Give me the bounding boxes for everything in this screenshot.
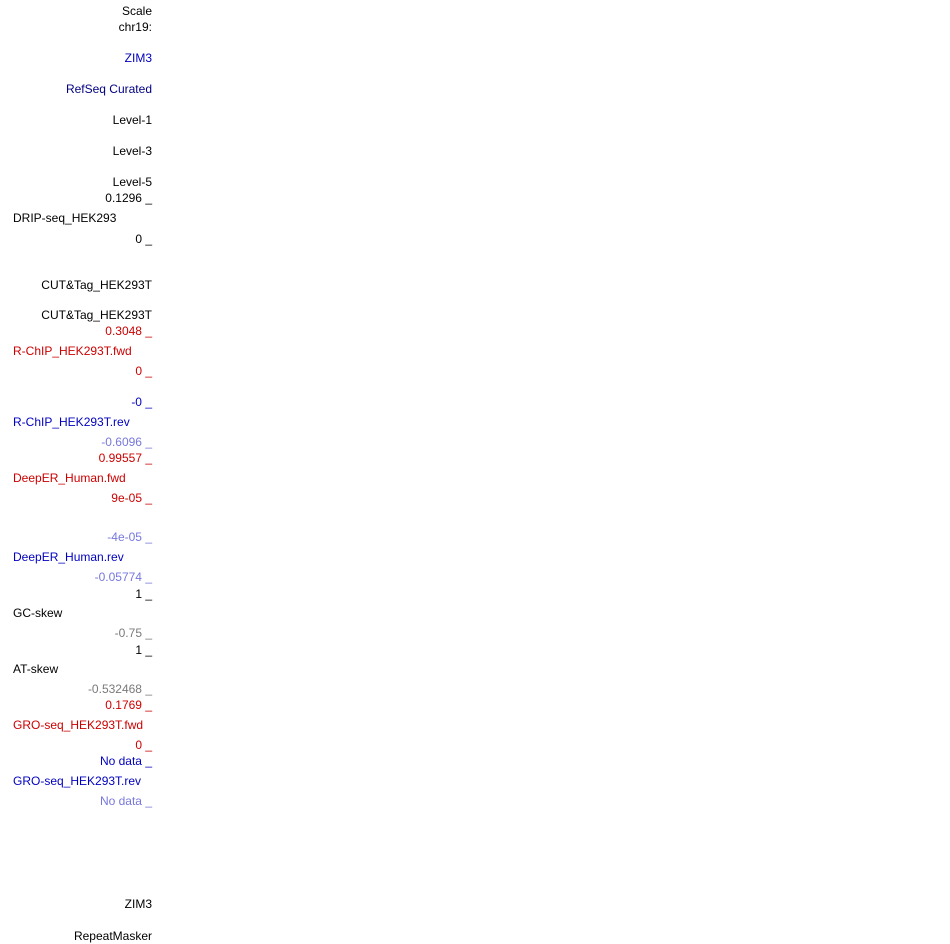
rchip-rev-axis-min: -0.6096 _	[101, 435, 152, 449]
track-label-at-skew[interactable]: AT-skew	[13, 662, 59, 676]
track-label-level-1[interactable]: Level-1	[112, 113, 152, 127]
rchip-fwd-axis-max: 0.3048 _	[105, 324, 152, 338]
track-label-level-3[interactable]: Level-3	[112, 144, 152, 158]
track-label-cuttag-2[interactable]: CUT&Tag_HEK293T	[41, 308, 152, 322]
track-label-drip-seq[interactable]: DRIP-seq_HEK293	[13, 211, 117, 225]
gro-fwd-axis-max: 0.1769 _	[105, 698, 152, 712]
track-label-rchip-rev[interactable]: R-ChIP_HEK293T.rev	[13, 415, 130, 429]
drip-axis-max: 0.1296 _	[105, 191, 152, 205]
track-label-rchip-fwd[interactable]: R-ChIP_HEK293T.fwd	[13, 344, 132, 358]
scale-label: Scale	[121, 4, 152, 18]
gro-rev-axis-min: No data _	[99, 794, 152, 808]
gene-label-zim3[interactable]: ZIM3	[124, 51, 152, 65]
at-skew-axis-min: -0.532468 _	[87, 682, 152, 696]
track-label-deeper-rev[interactable]: DeepER_Human.rev	[13, 550, 124, 564]
gene-label-zim3-bottom[interactable]: ZIM3	[124, 897, 152, 911]
chromosome-label[interactable]: chr19:	[118, 20, 152, 34]
track-label-refseq-curated[interactable]: RefSeq Curated	[65, 82, 152, 96]
track-label-level-5[interactable]: Level-5	[112, 175, 152, 189]
track-label-cuttag-1[interactable]: CUT&Tag_HEK293T	[41, 278, 152, 292]
deeper-rev-axis-min: -0.05774 _	[94, 570, 152, 584]
gc-skew-axis-max: 1 _	[135, 587, 152, 601]
rchip-rev-axis-max: -0 _	[131, 395, 152, 409]
track-label-gro-rev[interactable]: GRO-seq_HEK293T.rev	[13, 774, 142, 788]
gro-fwd-axis-min: 0 _	[135, 738, 152, 752]
track-label-deeper-fwd[interactable]: DeepER_Human.fwd	[13, 471, 126, 485]
gc-skew-axis-min: -0.75 _	[114, 626, 152, 640]
deeper-rev-axis-max: -4e-05 _	[107, 530, 152, 544]
drip-axis-min: 0 _	[135, 232, 152, 246]
track-label-repeatmasker[interactable]: RepeatMasker	[73, 929, 152, 943]
deeper-fwd-axis-max: 0.99557 _	[98, 451, 152, 465]
track-label-gro-fwd[interactable]: GRO-seq_HEK293T.fwd	[13, 718, 144, 732]
deeper-fwd-axis-min: 9e-05 _	[111, 491, 152, 505]
track-label-gc-skew[interactable]: GC-skew	[13, 606, 63, 620]
rchip-fwd-axis-min: 0 _	[135, 364, 152, 378]
gro-rev-axis-max: No data _	[99, 754, 152, 768]
at-skew-axis-max: 1 _	[135, 643, 152, 657]
